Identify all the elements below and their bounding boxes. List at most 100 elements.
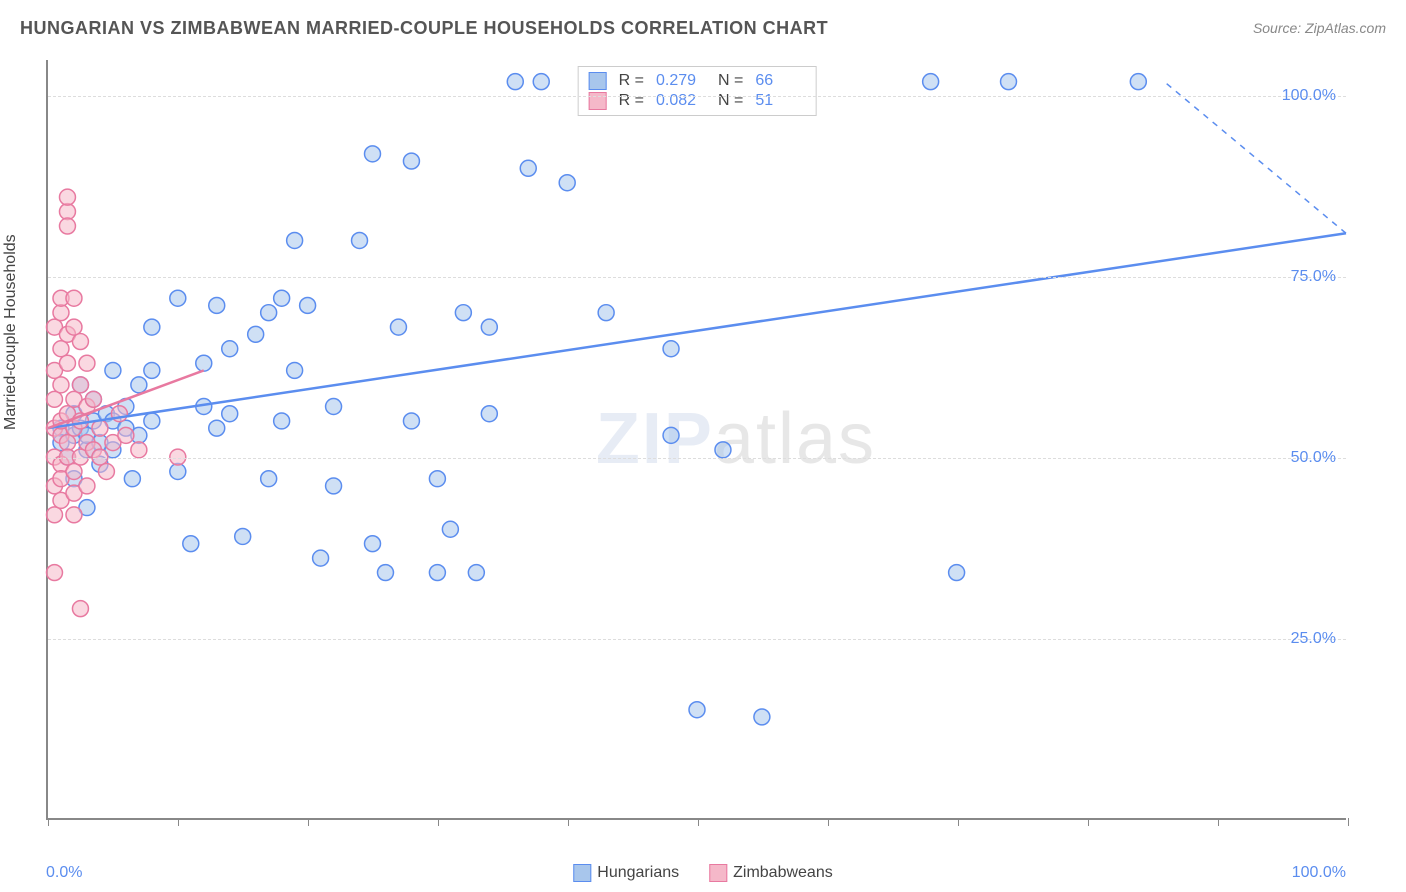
data-point [98, 464, 114, 480]
data-point [47, 507, 63, 523]
data-point [300, 297, 316, 313]
gridline [48, 277, 1346, 278]
data-point [59, 435, 75, 451]
legend-swatch-icon [573, 864, 591, 882]
stat-r-label: R = [619, 72, 644, 90]
data-point [429, 565, 445, 581]
stats-row: R = 0.082 N = 51 [589, 91, 806, 111]
data-point [598, 305, 614, 321]
x-axis-label-0: 0.0% [46, 864, 82, 882]
data-point [481, 319, 497, 335]
data-point [53, 305, 69, 321]
data-point [326, 478, 342, 494]
stat-r-value: 0.082 [656, 92, 706, 110]
source-label: Source: ZipAtlas.com [1253, 20, 1386, 36]
data-point [261, 471, 277, 487]
data-point [365, 536, 381, 552]
stats-row: R = 0.279 N = 66 [589, 71, 806, 91]
plot-area: ZIPatlas R =0.279N =66R =0.082N =51 25.0… [46, 60, 1346, 820]
x-tick [308, 818, 309, 826]
legend-swatch-icon [589, 72, 607, 90]
trend-line [48, 233, 1346, 428]
stat-r-value: 0.279 [656, 72, 706, 90]
x-tick [698, 818, 699, 826]
data-point [533, 74, 549, 90]
data-point [520, 160, 536, 176]
data-point [118, 427, 134, 443]
data-point [689, 702, 705, 718]
data-point [754, 709, 770, 725]
data-point [47, 565, 63, 581]
data-point [72, 334, 88, 350]
x-tick [828, 818, 829, 826]
x-tick [1088, 818, 1089, 826]
data-point [72, 377, 88, 393]
data-point [455, 305, 471, 321]
data-point [261, 305, 277, 321]
legend-label: Hungarians [597, 864, 679, 881]
gridline [48, 96, 1346, 97]
data-point [92, 420, 108, 436]
data-point [287, 232, 303, 248]
stats-legend: R = 0.279 N = 66 R = 0.082 N = 51 [578, 66, 817, 116]
stat-n-label: N = [718, 72, 743, 90]
data-point [248, 326, 264, 342]
stat-n-label: N = [718, 92, 743, 110]
data-point [1130, 74, 1146, 90]
data-point [442, 521, 458, 537]
stat-n-value: 66 [755, 72, 805, 90]
stat-n-value: 51 [755, 92, 805, 110]
data-point [949, 565, 965, 581]
x-tick [178, 818, 179, 826]
x-tick [1348, 818, 1349, 826]
legend-swatch-icon [709, 864, 727, 882]
data-point [144, 413, 160, 429]
data-point [59, 218, 75, 234]
data-point [66, 290, 82, 306]
data-point [66, 464, 82, 480]
data-point [559, 175, 575, 191]
y-tick-label: 75.0% [1291, 268, 1336, 286]
data-point [663, 341, 679, 357]
gridline [48, 639, 1346, 640]
x-tick [1218, 818, 1219, 826]
data-point [170, 290, 186, 306]
legend-item: Zimbabweans [709, 864, 833, 882]
data-point [352, 232, 368, 248]
data-point [53, 377, 69, 393]
x-tick [568, 818, 569, 826]
x-tick [438, 818, 439, 826]
y-axis-title: Married-couple Households [2, 234, 20, 430]
data-point [209, 420, 225, 436]
stat-r-label: R = [619, 92, 644, 110]
data-point [468, 565, 484, 581]
legend-item: Hungarians [573, 864, 679, 882]
data-point [183, 536, 199, 552]
y-tick-label: 50.0% [1291, 449, 1336, 467]
data-point [377, 565, 393, 581]
data-point [429, 471, 445, 487]
data-point [131, 377, 147, 393]
data-point [79, 355, 95, 371]
data-point [144, 319, 160, 335]
data-point [507, 74, 523, 90]
data-point [92, 449, 108, 465]
chart-title: HUNGARIAN VS ZIMBABWEAN MARRIED-COUPLE H… [20, 18, 828, 39]
legend-swatch-icon [589, 92, 607, 110]
data-point [923, 74, 939, 90]
data-point [196, 355, 212, 371]
data-point [313, 550, 329, 566]
data-point [222, 341, 238, 357]
data-point [170, 464, 186, 480]
data-point [170, 449, 186, 465]
data-point [403, 413, 419, 429]
chart-container: HUNGARIAN VS ZIMBABWEAN MARRIED-COUPLE H… [0, 0, 1406, 892]
data-point [1001, 74, 1017, 90]
bottom-legend: Hungarians Zimbabweans [573, 864, 832, 882]
gridline [48, 458, 1346, 459]
data-point [274, 290, 290, 306]
data-point [663, 427, 679, 443]
data-point [59, 204, 75, 220]
data-point [105, 362, 121, 378]
data-point [59, 189, 75, 205]
